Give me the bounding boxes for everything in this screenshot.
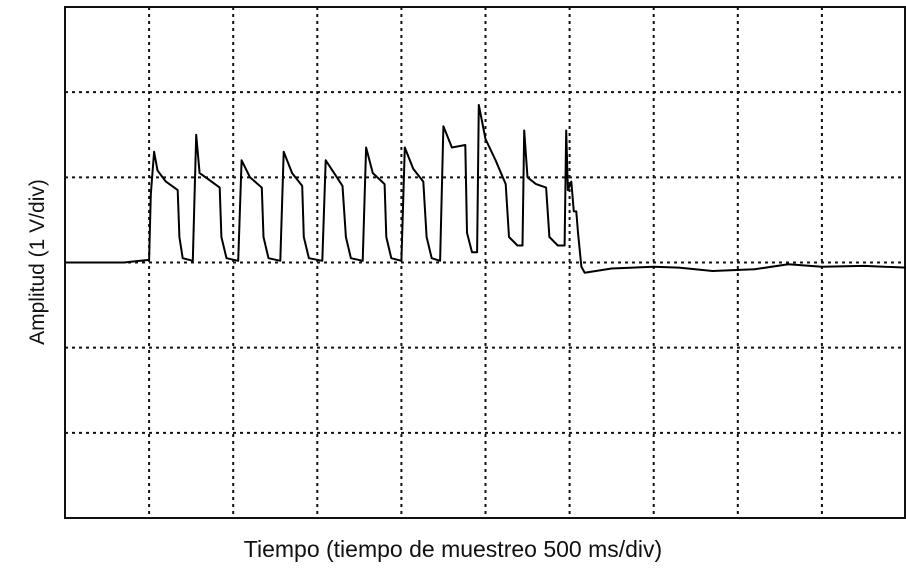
signal-trace-line: [65, 103, 906, 274]
y-axis-label: Amplitud (1 V/div): [26, 179, 49, 345]
x-axis-label: Tiempo (tiempo de muestreo 500 ms/div): [243, 536, 663, 562]
